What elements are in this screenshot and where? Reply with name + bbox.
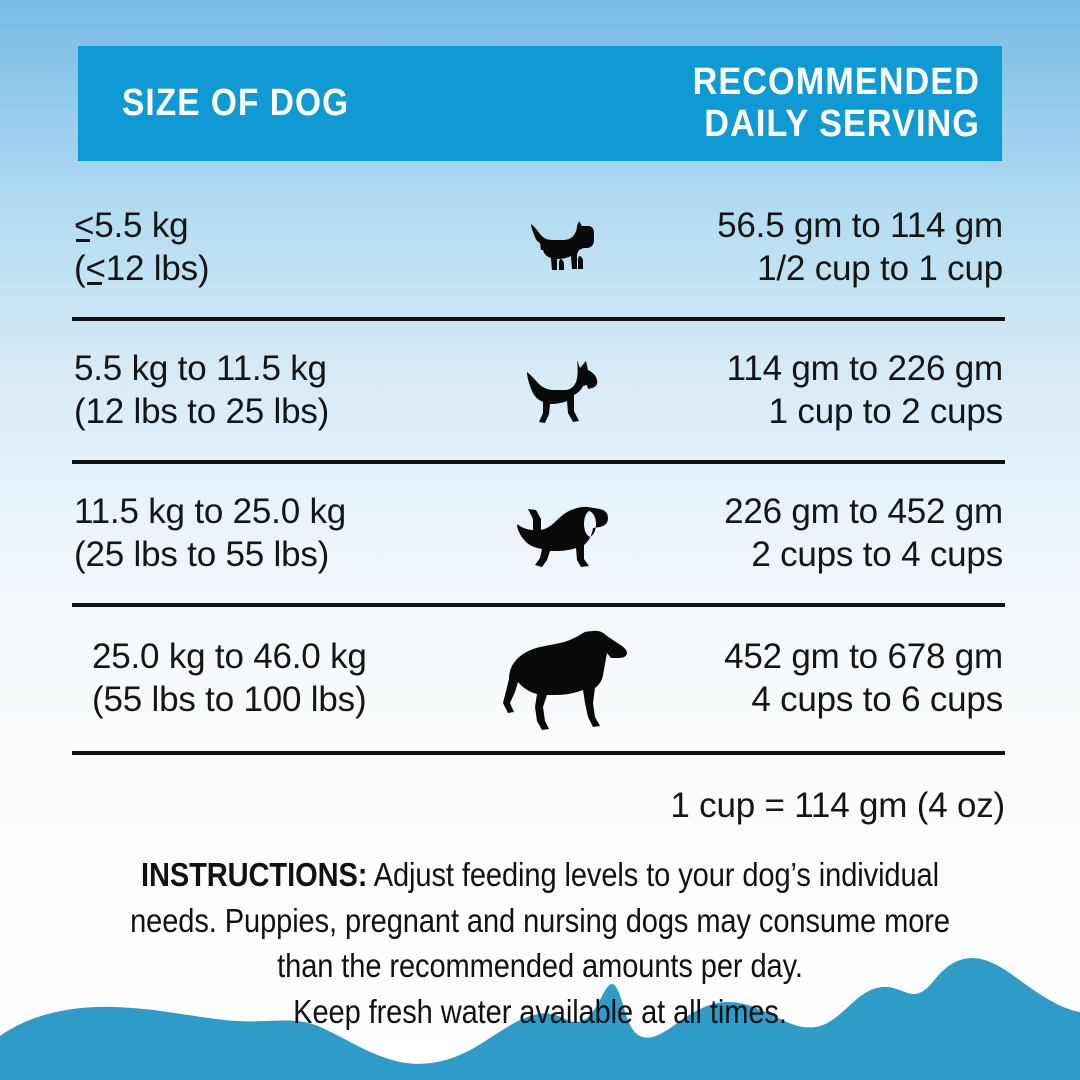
- serving-cups: 4 cups to 6 cups: [751, 680, 1003, 719]
- size-line-kg: <5.5 kg: [74, 205, 189, 245]
- serving-grams: 226 gm to 452 gm: [724, 491, 1003, 531]
- feeding-table: <5.5 kg (<12 lbs) 56.5 gm to 114 gm 1/2 …: [72, 178, 1005, 755]
- size-line-lbs: (12 lbs to 25 lbs): [74, 391, 330, 431]
- size-of-dog-cell: 5.5 kg to 11.5 kg (12 lbs to 25 lbs): [72, 348, 472, 433]
- medium-pointed-ear-dog-icon: [527, 359, 598, 423]
- size-line-kg: 11.5 kg to 25.0 kg: [74, 491, 347, 531]
- size-line-kg: 5.5 kg to 11.5 kg: [74, 348, 327, 388]
- instructions-block: INSTRUCTIONS: Adjust feeding levels to y…: [60, 852, 1020, 1034]
- cocker-spaniel-dog-icon: [517, 506, 608, 567]
- column-header-line-1: RECOMMENDED: [692, 61, 980, 104]
- cup-conversion-note: 1 cup = 114 gm (4 oz): [670, 786, 1005, 825]
- serving-grams: 452 gm to 678 gm: [724, 637, 1003, 677]
- dog-size-illustration: [472, 623, 652, 735]
- column-header-line-2: DAILY SERVING: [704, 102, 980, 145]
- table-row: 25.0 kg to 46.0 kg (55 lbs to 100 lbs) 4…: [72, 607, 1005, 755]
- column-header-size-of-dog: SIZE OF DOG: [122, 81, 350, 124]
- size-line-lbs: (55 lbs to 100 lbs): [92, 680, 367, 719]
- recommended-serving-cell: 56.5 gm to 114 gm 1/2 cup to 1 cup: [652, 205, 1005, 290]
- table-row: 11.5 kg to 25.0 kg (25 lbs to 55 lbs) 22…: [72, 464, 1005, 607]
- table-row: <5.5 kg (<12 lbs) 56.5 gm to 114 gm 1/2 …: [72, 178, 1005, 321]
- recommended-serving-cell: 452 gm to 678 gm 4 cups to 6 cups: [652, 636, 1005, 721]
- serving-grams: 114 gm to 226 gm: [726, 348, 1004, 388]
- great-dane-dog-icon: [503, 630, 627, 730]
- size-of-dog-cell: 25.0 kg to 46.0 kg (55 lbs to 100 lbs): [72, 636, 472, 721]
- recommended-serving-cell: 114 gm to 226 gm 1 cup to 2 cups: [652, 348, 1005, 433]
- serving-cups: 1/2 cup to 1 cup: [757, 248, 1003, 288]
- dog-size-illustration: [472, 498, 652, 570]
- less-than-or-equal-sign: <: [85, 248, 106, 288]
- serving-cups: 2 cups to 4 cups: [751, 534, 1003, 574]
- instructions-label: INSTRUCTIONS:: [140, 856, 368, 893]
- serving-cups: 1 cup to 2 cups: [768, 391, 1004, 431]
- table-row: 5.5 kg to 11.5 kg (12 lbs to 25 lbs) 114…: [72, 321, 1005, 464]
- size-of-dog-cell: 11.5 kg to 25.0 kg (25 lbs to 55 lbs): [72, 491, 472, 576]
- size-of-dog-cell: <5.5 kg (<12 lbs): [72, 205, 472, 290]
- size-line-lbs: (<12 lbs): [74, 248, 210, 288]
- size-line-lbs: (25 lbs to 55 lbs): [74, 534, 330, 574]
- size-line-kg: 25.0 kg to 46.0 kg: [92, 637, 367, 677]
- instructions-line-2: needs. Puppies, pregnant and nursing dog…: [130, 901, 950, 939]
- recommended-serving-cell: 226 gm to 452 gm 2 cups to 4 cups: [652, 491, 1005, 576]
- small-terrier-dog-icon: [531, 220, 594, 270]
- instructions-line-3: than the recommended amounts per day.: [277, 947, 803, 985]
- instructions-line-1: INSTRUCTIONS: Adjust feeding levels to y…: [118, 852, 963, 898]
- column-header-recommended-daily-serving: RECOMMENDED DAILY SERVING: [598, 62, 1002, 144]
- dog-size-illustration: [472, 219, 652, 277]
- table-header-bar: SIZE OF DOG RECOMMENDED DAILY SERVING: [78, 46, 1002, 161]
- dog-size-illustration: [472, 355, 652, 427]
- bottom-wave-decoration: [0, 958, 1080, 1080]
- less-than-or-equal-sign: <: [74, 205, 95, 245]
- instructions-line-1-text: Adjust feeding levels to your dog’s indi…: [367, 856, 939, 893]
- instructions-line-4: Keep fresh water available at all times.: [293, 992, 787, 1030]
- serving-grams: 56.5 gm to 114 gm: [717, 205, 1003, 245]
